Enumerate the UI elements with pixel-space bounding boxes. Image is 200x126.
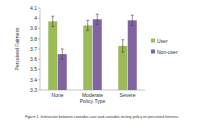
bar [93,19,102,90]
x-tick-label: Moderate [82,92,103,98]
legend-label: User [157,38,168,44]
bar [83,25,92,90]
error-bar [51,16,54,26]
y-tick [38,18,40,19]
caption-part: Interaction between cannabis user and ca… [40,115,180,119]
legend-label: Non-user [157,49,178,55]
bar [118,46,127,90]
bar [128,20,137,90]
y-tick-label: 3.8 [30,36,37,42]
error-bar [131,15,134,25]
legend-swatch [151,50,155,54]
y-axis [40,8,41,90]
y-tick-label: 4 [34,15,37,21]
y-axis-label: Perceived Fairness [14,27,20,70]
legend-swatch [151,39,155,43]
error-bar [121,40,124,52]
x-tick-label: None [52,92,64,98]
bar [48,21,57,90]
x-axis-label: Policy Type [80,98,106,104]
y-tick [38,49,40,50]
y-tick [38,38,40,39]
error-bar [86,20,89,30]
y-tick-label: 3.7 [30,46,37,52]
error-bar [96,14,99,24]
chart: 3.3 3.4 3.5 3.6 3.7 3.8 3.9 4 4.1 None Moderate Sev… [0,0,200,126]
caption: Figure 1. Interaction between cannabis u… [25,115,179,119]
y-tick [38,8,40,9]
y-tick-label: 3.9 [30,25,37,31]
y-tick [38,28,40,29]
y-tick [38,69,40,70]
y-tick-label: 4.1 [30,5,37,11]
bars [48,19,137,90]
y-tick-label: 3.3 [30,87,37,93]
y-tick-label: 3.4 [30,77,37,83]
caption-part: Figure 1. [25,115,40,119]
error-bars [51,14,134,59]
y-tick [38,79,40,80]
x-tick-label: Severe [120,92,136,98]
error-bar [61,49,64,59]
y-tick-label: 3.6 [30,56,37,62]
y-tick-label: 3.5 [30,66,37,72]
y-tick [38,59,40,60]
y-tick [38,90,40,91]
